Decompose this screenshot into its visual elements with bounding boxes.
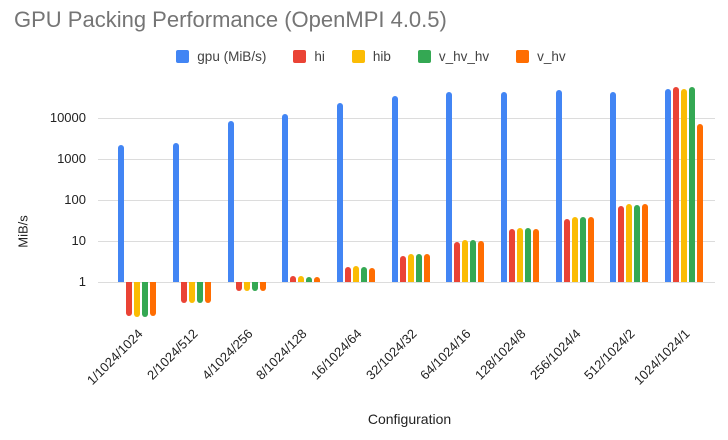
bar[interactable]: [509, 229, 515, 282]
bar[interactable]: [454, 242, 460, 282]
bar[interactable]: [392, 96, 398, 282]
y-tick-label: 100: [64, 192, 86, 207]
legend-swatch-icon: [417, 49, 431, 63]
bar[interactable]: [400, 255, 406, 282]
chart-title: GPU Packing Performance (OpenMPI 4.0.5): [14, 7, 447, 32]
bar[interactable]: [142, 282, 148, 318]
bar[interactable]: [282, 113, 288, 282]
bar[interactable]: [626, 204, 632, 282]
legend-item[interactable]: v_hv_hv: [417, 48, 490, 64]
bar[interactable]: [126, 282, 132, 316]
bar[interactable]: [446, 92, 452, 282]
bar[interactable]: [306, 276, 312, 282]
legend-label: hi: [314, 48, 325, 64]
legend: gpu (MiB/s) hi hib v_hv_hv v_hv: [7, 47, 728, 65]
y-axis-title: MiB/s: [15, 215, 31, 248]
bar[interactable]: [478, 241, 484, 282]
legend-swatch-icon: [176, 49, 190, 63]
bar[interactable]: [470, 240, 476, 282]
bar[interactable]: [181, 282, 187, 304]
bar[interactable]: [173, 143, 179, 282]
bar[interactable]: [369, 267, 375, 282]
legend-item[interactable]: v_hv: [516, 49, 566, 64]
bar[interactable]: [424, 254, 430, 282]
bar[interactable]: [337, 102, 343, 282]
gridline: [98, 159, 715, 160]
legend-item[interactable]: hi: [293, 49, 325, 64]
bar[interactable]: [525, 228, 531, 282]
bar[interactable]: [556, 90, 562, 282]
bar[interactable]: [588, 217, 594, 282]
bar[interactable]: [673, 86, 679, 282]
bar[interactable]: [642, 204, 648, 282]
bar[interactable]: [697, 124, 703, 282]
bar[interactable]: [118, 145, 124, 282]
bar[interactable]: [408, 253, 414, 282]
bar[interactable]: [665, 88, 671, 282]
y-tick-label: 1: [78, 274, 86, 289]
legend-label: hib: [372, 48, 391, 64]
legend-swatch-icon: [516, 49, 530, 63]
y-tick-label: 10: [71, 233, 86, 248]
bar[interactable]: [462, 240, 468, 282]
legend-label: v_hv: [537, 48, 566, 64]
legend-item[interactable]: gpu (MiB/s): [176, 49, 266, 64]
bar[interactable]: [517, 228, 523, 282]
bar[interactable]: [580, 217, 586, 282]
bar[interactable]: [681, 88, 687, 282]
bar[interactable]: [361, 267, 367, 282]
bar[interactable]: [228, 121, 234, 282]
bar[interactable]: [134, 282, 140, 318]
bar[interactable]: [416, 254, 422, 282]
bar[interactable]: [618, 205, 624, 282]
y-tick-label: 1000: [57, 151, 86, 166]
legend-label: gpu (MiB/s): [197, 48, 267, 64]
legend-swatch-icon: [293, 49, 307, 63]
bar[interactable]: [533, 228, 539, 282]
bar[interactable]: [189, 282, 195, 304]
bar[interactable]: [634, 204, 640, 282]
bar[interactable]: [689, 87, 695, 282]
legend-label: v_hv_hv: [438, 48, 490, 64]
bar[interactable]: [501, 91, 507, 282]
bar[interactable]: [150, 282, 156, 317]
bar[interactable]: [205, 282, 211, 303]
bar[interactable]: [298, 275, 304, 282]
y-tick-label: 10000: [49, 110, 86, 125]
bar[interactable]: [353, 266, 359, 282]
bar[interactable]: [564, 218, 570, 282]
gridline: [98, 200, 715, 201]
legend-swatch-icon: [351, 49, 365, 63]
gridline: [98, 118, 715, 119]
legend-item[interactable]: hib: [351, 48, 391, 64]
bar[interactable]: [314, 277, 320, 282]
x-axis-title: Configuration: [367, 411, 452, 427]
gridline: [98, 282, 715, 283]
bar[interactable]: [244, 282, 250, 292]
bar[interactable]: [572, 217, 578, 282]
bar[interactable]: [345, 267, 351, 282]
bar[interactable]: [290, 275, 296, 282]
bar[interactable]: [610, 91, 616, 282]
bar[interactable]: [197, 282, 203, 303]
bar[interactable]: [236, 282, 242, 292]
bar[interactable]: [252, 282, 258, 291]
gridline: [98, 241, 715, 242]
bar[interactable]: [260, 282, 266, 292]
